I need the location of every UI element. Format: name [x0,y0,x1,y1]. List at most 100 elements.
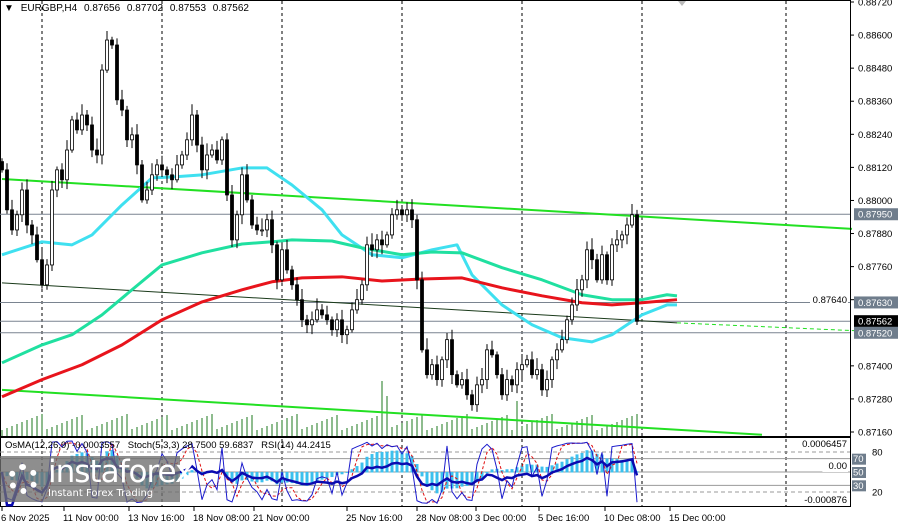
osma-histogram-bar [610,458,614,473]
candle [485,344,489,389]
candle-body [490,349,494,356]
osma-histogram-bar [430,472,434,491]
moving-average-slow [1,275,678,399]
candle [290,265,294,290]
candle-body [210,149,214,156]
time-tick-label: 28 Nov 08:00 [416,513,473,524]
candle-body [255,224,259,231]
candle-body [350,309,354,331]
candle [500,368,504,400]
candle-body [20,189,24,216]
chart-header: ▼ EURGBP,H4 0.87656 0.87702 0.87553 0.87… [4,3,253,14]
osma-histogram-bar [550,465,554,473]
price-tag-bg [854,315,898,328]
candle-body [435,364,439,381]
osma-histogram-bar [360,462,364,473]
osma-histogram-bar [525,464,529,473]
candle [375,234,379,259]
candle-body [390,214,394,236]
osma-histogram-bar [435,472,439,494]
candle [470,389,474,411]
candle [615,229,619,253]
candle-body [535,369,539,376]
candle-body [345,329,349,336]
candle [420,271,424,353]
candle-body [480,379,484,386]
candle-body [410,209,414,221]
candle [140,159,144,203]
dropdown-triangle-icon[interactable]: ▼ [4,3,14,14]
candle-body [585,249,589,281]
osma-histogram-bar [285,472,289,483]
candle-body [380,239,384,246]
price-tag-label: 0.87520 [858,328,892,339]
candle-body [510,379,514,386]
osma-histogram-bar [540,466,544,473]
candle [85,110,89,131]
candle-body [55,169,59,191]
candle-body [115,44,119,101]
candle-body [260,229,264,232]
stoch-main-line [1,440,638,504]
candle-body [25,189,29,226]
candle [365,236,369,291]
candle [70,115,74,153]
candle-body [320,309,324,316]
candle [550,356,554,388]
candle [170,168,174,190]
osma-histogram-bar [320,472,324,480]
candle-body [450,339,454,376]
candle [245,164,249,203]
candle-body [0,161,4,171]
price-tick-label-bg [810,293,848,306]
osma-histogram-bar [470,472,474,486]
osc-min-label-bg [795,495,848,506]
osma-histogram-bar [390,450,394,473]
osc-level-label: 80 [872,448,883,459]
candle-body [625,224,629,236]
trendline-channel-upper [1,177,853,230]
osma-histogram-bar [305,472,309,486]
osma-histogram-bar [410,456,414,473]
candle [205,143,209,180]
candle [20,182,24,222]
rsi-label: RSI(14) 44.2415 [261,440,331,451]
candle-body [100,69,104,156]
candle [475,376,479,412]
osma-histogram-bar [600,454,604,473]
candle-body [70,119,74,151]
candle [510,375,514,393]
osma-histogram-bar [200,472,204,474]
candle [570,297,574,325]
candle-body [315,309,319,321]
candle-body [440,359,444,381]
symbol-label: EURGBP,H4 [20,3,78,14]
candle-body [475,384,479,406]
candle [505,369,509,401]
candle-body [5,169,9,211]
price-tick-label: 0.87400 [858,361,892,372]
candle [565,315,569,344]
osma-histogram-bar [450,472,454,489]
candle [100,64,104,165]
candle-body [570,304,574,321]
candle [430,358,434,380]
osma-histogram-bar [580,452,584,473]
candle [230,185,234,248]
instaforex-logo: instaforex Instant Forex Trading [0,454,193,502]
candle [535,358,539,380]
candle [410,199,414,229]
candle-body [120,99,124,111]
candle-body [485,349,489,381]
candle [540,363,544,396]
osma-histogram-bar [490,469,494,473]
osma-histogram-bar [370,454,374,473]
candle-body [10,209,14,231]
candle-body [65,149,69,181]
price-tick-label: 0.88240 [858,130,892,141]
osma-histogram-bar [290,472,294,484]
candle [585,241,589,289]
candle [280,243,284,283]
candle-body [635,214,639,322]
